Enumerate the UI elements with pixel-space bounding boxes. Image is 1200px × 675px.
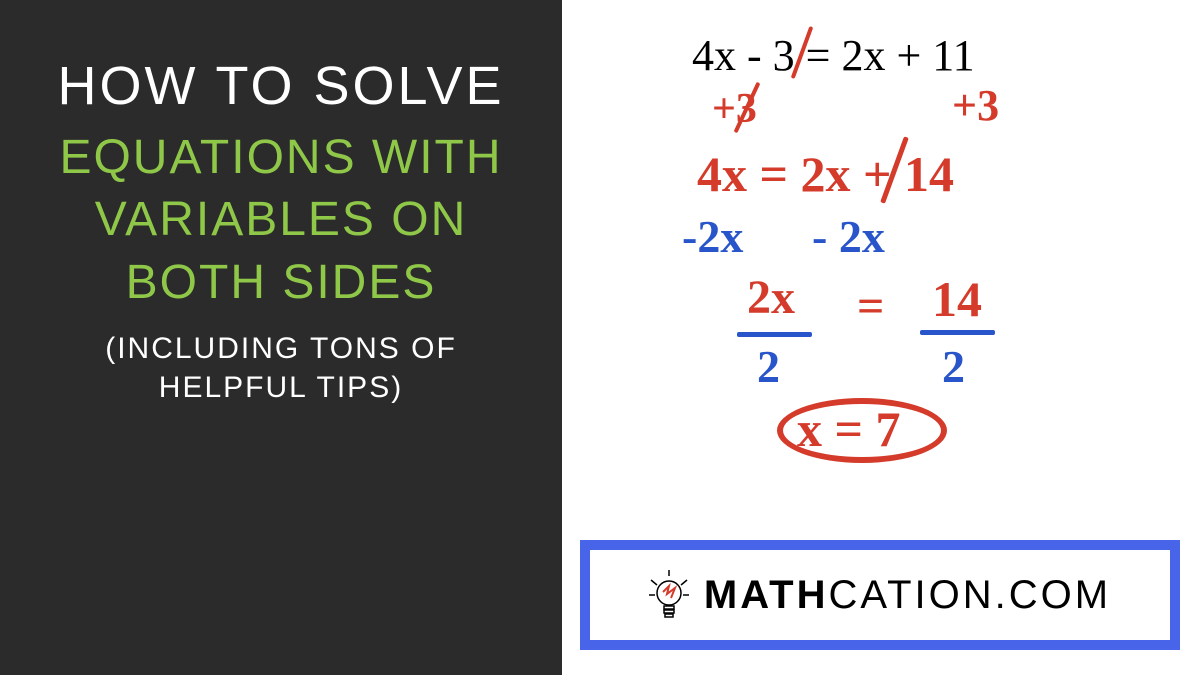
brand-rest: CATION.COM: [828, 573, 1111, 617]
sub2x-left: -2x: [682, 210, 743, 263]
frac-num-left: 2x: [747, 270, 795, 325]
frac-denom-right: 2: [942, 340, 965, 393]
add3-left: +3: [712, 85, 757, 133]
fraction-line-right: [920, 330, 995, 335]
title-line-1: HOW TO SOLVE: [40, 55, 522, 117]
sub2x-right: - 2x: [812, 210, 885, 263]
title-panel: HOW TO SOLVE EQUATIONS WITH VARIABLES ON…: [0, 0, 562, 675]
add3-right: +3: [952, 80, 999, 131]
step2-equation: 4x = 2x + 14: [697, 145, 954, 203]
brand-bold: MATH: [704, 573, 829, 617]
fraction-line-left: [737, 332, 812, 337]
subtitle: (INCLUDING TONS OF HELPFUL TIPS): [40, 329, 522, 407]
final-answer: x = 7: [797, 400, 901, 458]
title-line-2: EQUATIONS WITH VARIABLES ON BOTH SIDES: [40, 127, 522, 314]
frac-num-right: 14: [932, 270, 982, 328]
equals-sign: =: [857, 279, 884, 334]
brand-box: MATHCATION.COM: [580, 540, 1180, 650]
math-panel: 4x - 3 = 2x + 11 +3 +3 4x = 2x + 14 -2x …: [562, 0, 1200, 675]
lightbulb-icon: [649, 570, 689, 620]
frac-denom-left: 2: [757, 340, 780, 393]
brand-text: MATHCATION.COM: [704, 573, 1111, 618]
original-equation: 4x - 3 = 2x + 11: [692, 30, 975, 81]
